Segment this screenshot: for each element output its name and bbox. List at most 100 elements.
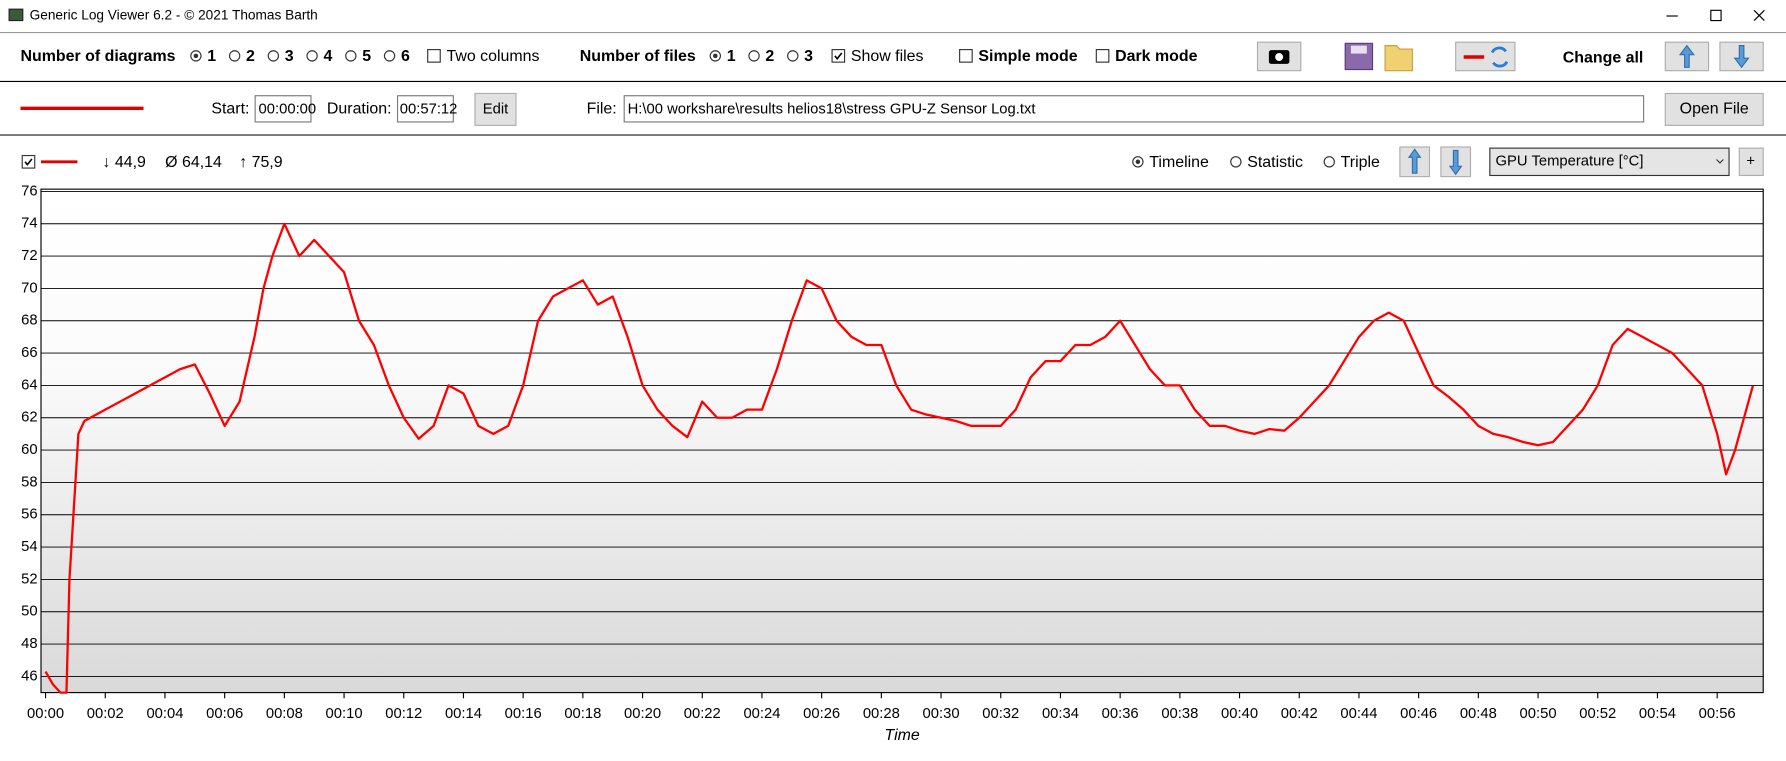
y-tick-label: 62	[21, 410, 37, 426]
refresh-icon	[1490, 46, 1509, 68]
radio-label: 3	[804, 48, 813, 65]
radio-button[interactable]	[1323, 156, 1335, 168]
checkbox[interactable]	[959, 49, 973, 63]
checkbox[interactable]	[427, 49, 441, 63]
data-line	[44, 222, 1755, 694]
camera-lens	[1274, 51, 1285, 63]
x-tick-label: 00:08	[266, 706, 303, 722]
x-tick-label: 00:54	[1639, 706, 1676, 722]
radio-label: Statistic	[1247, 154, 1303, 171]
file-path-input[interactable]	[623, 95, 1645, 123]
x-tick-label: 00:32	[982, 706, 1019, 722]
radio-dot	[1135, 159, 1141, 165]
x-tick-label: 00:50	[1520, 706, 1557, 722]
radio-button[interactable]	[748, 50, 760, 62]
x-tick-label: 00:14	[445, 706, 482, 722]
button-label: +	[1746, 154, 1755, 170]
x-tick-label: 00:04	[146, 706, 183, 722]
add-diagram-button[interactable]	[1738, 147, 1764, 177]
x-tick-label: 00:18	[564, 706, 601, 722]
radio-label: 2	[246, 48, 255, 65]
edit-button[interactable]	[474, 92, 517, 126]
checkbox-label: Two columns	[447, 48, 540, 65]
x-tick-label: 00:42	[1281, 706, 1318, 722]
open-file-button[interactable]	[1664, 92, 1764, 126]
radio-button[interactable]	[1230, 156, 1242, 168]
radio-button[interactable]	[267, 50, 280, 62]
checkbox[interactable]	[21, 154, 36, 169]
radio-button[interactable]	[345, 50, 357, 62]
maximize-button[interactable]	[1710, 9, 1722, 22]
x-tick-label: 00:40	[1221, 706, 1258, 722]
check-mark	[24, 158, 33, 166]
start-input[interactable]	[254, 95, 312, 123]
save-icon	[1350, 45, 1367, 54]
y-tick-label: 56	[21, 507, 37, 523]
up-arrow-icon	[1407, 148, 1422, 174]
label: Change all	[1563, 49, 1644, 66]
window-title: Generic Log Viewer 6.2 - © 2021 Thomas B…	[30, 8, 318, 23]
dropdown-arrow	[1716, 159, 1724, 164]
checkbox[interactable]	[831, 49, 846, 63]
radio-label: 5	[362, 48, 371, 65]
radio-label: Timeline	[1149, 154, 1209, 171]
y-tick-label: 68	[21, 313, 37, 329]
y-tick-label: 48	[21, 636, 37, 652]
avg-value: Ø 64,14	[165, 154, 222, 171]
x-tick-label: 00:34	[1042, 706, 1079, 722]
checkbox[interactable]	[1095, 49, 1110, 63]
label: Number of files	[580, 48, 696, 65]
title-bar	[0, 0, 1786, 32]
x-tick-label: 00:48	[1460, 706, 1497, 722]
radio-button[interactable]	[228, 50, 241, 62]
x-tick-label: 00:44	[1340, 706, 1377, 722]
x-tick-label: 00:22	[684, 706, 721, 722]
checkbox-label: Dark mode	[1115, 48, 1198, 65]
radio-button[interactable]	[787, 50, 799, 62]
y-tick-label: 50	[21, 604, 37, 620]
radio-label: 1	[727, 48, 736, 65]
y-tick-label: 52	[21, 571, 37, 587]
x-tick-label: 00:02	[87, 706, 124, 722]
x-tick-label: 00:28	[863, 706, 900, 722]
button-label: Edit	[483, 101, 508, 117]
label: Start:	[211, 101, 249, 118]
channel-dropdown[interactable]	[1489, 147, 1730, 177]
x-tick-label: 00:00	[27, 706, 64, 722]
x-tick-label: 00:38	[1161, 706, 1198, 722]
y-tick-label: 58	[21, 474, 37, 490]
input-value: H:\00 workshare\results helios18\stress …	[628, 101, 1036, 117]
input-value: 00:00:00	[259, 101, 317, 117]
radio-button[interactable]	[306, 50, 318, 62]
radio-dot	[713, 53, 718, 59]
y-tick-label: 74	[21, 216, 37, 232]
down-arrow-icon	[1733, 45, 1750, 69]
label: Number of diagrams	[21, 48, 176, 65]
radio-dot	[193, 53, 199, 59]
radio-label: 2	[765, 48, 774, 65]
x-tick-label: 00:52	[1579, 706, 1616, 722]
y-tick-label: 54	[21, 539, 37, 555]
radio-label: 1	[207, 48, 216, 65]
x-tick-label: 00:56	[1699, 706, 1736, 722]
down-arrow-icon	[1448, 149, 1463, 176]
y-tick-label: 60	[21, 442, 37, 458]
y-tick-label: 66	[21, 345, 37, 361]
radio-button[interactable]	[383, 50, 396, 62]
open-folder-button[interactable]	[1384, 45, 1413, 72]
channel-name: GPU Temperature [°C]	[1496, 154, 1644, 170]
x-tick-label: 00:36	[1102, 706, 1139, 722]
max-value: ↑ 75,9	[239, 154, 283, 171]
close-button[interactable]	[1753, 9, 1765, 21]
x-tick-label: 00:10	[326, 706, 363, 722]
radio-label: Triple	[1341, 154, 1380, 171]
x-tick-label: 00:20	[624, 706, 661, 722]
radio-label: 4	[323, 48, 332, 65]
duration-input[interactable]	[396, 95, 454, 123]
button-label: Open File	[1680, 101, 1749, 118]
check-mark	[834, 52, 843, 61]
up-arrow-icon	[1678, 44, 1695, 68]
radio-label: 3	[285, 48, 294, 65]
checkbox-label: Simple mode	[978, 48, 1077, 65]
